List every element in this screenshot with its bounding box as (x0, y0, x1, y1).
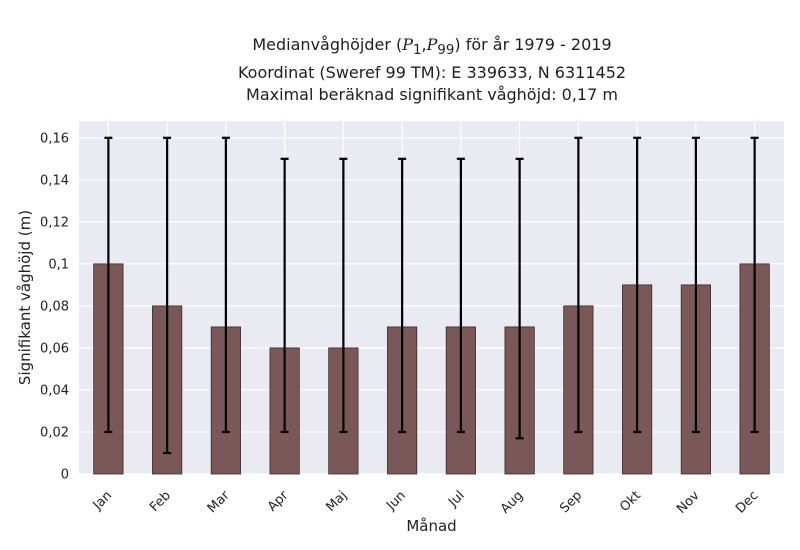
y-tick-label: 0,16 (40, 131, 69, 146)
p99-subscript: 99 (437, 43, 455, 59)
y-tick-labels: 0 0,02 0,04 0,06 0,08 0,1 0,12 0,14 0,16 (40, 131, 69, 482)
error-bar-jan (104, 136, 113, 434)
chart-title: Medianvåghöjder (P1,P99) för år 1979 - 2… (232, 34, 632, 106)
p1-subscript: 1 (413, 43, 422, 59)
title-line-2: Koordinat (Sweref 99 TM): E 339633, N 63… (237, 63, 627, 83)
error-bar-jul (456, 157, 465, 434)
y-tick-label: 0,12 (40, 215, 69, 230)
error-bar-mar (221, 136, 230, 434)
x-tick-labels: Jan Feb Mar Apr Maj Jun Jul Aug Sep Okt Nov Dec (90, 488, 762, 517)
plot-area (79, 121, 784, 474)
title-line-1: Medianvåghöjder (P1,P99) för år 1979 - 2… (252, 35, 612, 59)
error-bar-dec (750, 136, 759, 434)
error-bar-sep (574, 136, 583, 434)
x-tick-label-feb: Feb (147, 488, 174, 515)
error-bar-okt (633, 136, 642, 434)
y-axis-label: Signifikant våghöjd (m) (16, 210, 34, 385)
title-line-3: Maximal beräknad signifikant våghöjd: 0,… (246, 85, 618, 105)
x-tick-label-okt: Okt (617, 488, 644, 515)
p99-symbol: P (426, 35, 438, 54)
x-tick-label-jan: Jan (90, 488, 115, 513)
y-tick-label: 0,02 (40, 425, 69, 440)
x-tick-label-dec: Dec (733, 488, 761, 516)
error-bar-aug (515, 157, 524, 440)
error-bar-feb (163, 136, 172, 455)
x-tick-label-sep: Sep (557, 488, 585, 516)
y-tick-label: 0,14 (40, 173, 69, 188)
y-tick-label: 0,1 (48, 257, 69, 272)
error-bar-maj (339, 157, 348, 434)
y-tick-label: 0 (61, 468, 69, 483)
y-tick-label: 0,06 (40, 341, 69, 356)
p1-symbol: P (402, 35, 414, 54)
x-tick-label-nov: Nov (674, 488, 703, 517)
x-tick-label-jun: Jun (383, 488, 409, 514)
y-tick-label: 0,08 (40, 299, 69, 314)
x-tick-label-aug: Aug (498, 488, 527, 517)
error-bar-nov (691, 136, 700, 434)
error-bar-apr (280, 157, 289, 434)
x-tick-label-maj: Maj (323, 488, 350, 515)
x-tick-label-apr: Apr (265, 488, 292, 515)
error-bar-jun (398, 157, 407, 434)
x-axis-label: Månad (406, 517, 456, 535)
error-bars (104, 136, 759, 455)
x-tick-label-jul: Jul (445, 488, 467, 510)
x-tick-label-mar: Mar (205, 488, 233, 516)
y-tick-label: 0,04 (40, 383, 69, 398)
